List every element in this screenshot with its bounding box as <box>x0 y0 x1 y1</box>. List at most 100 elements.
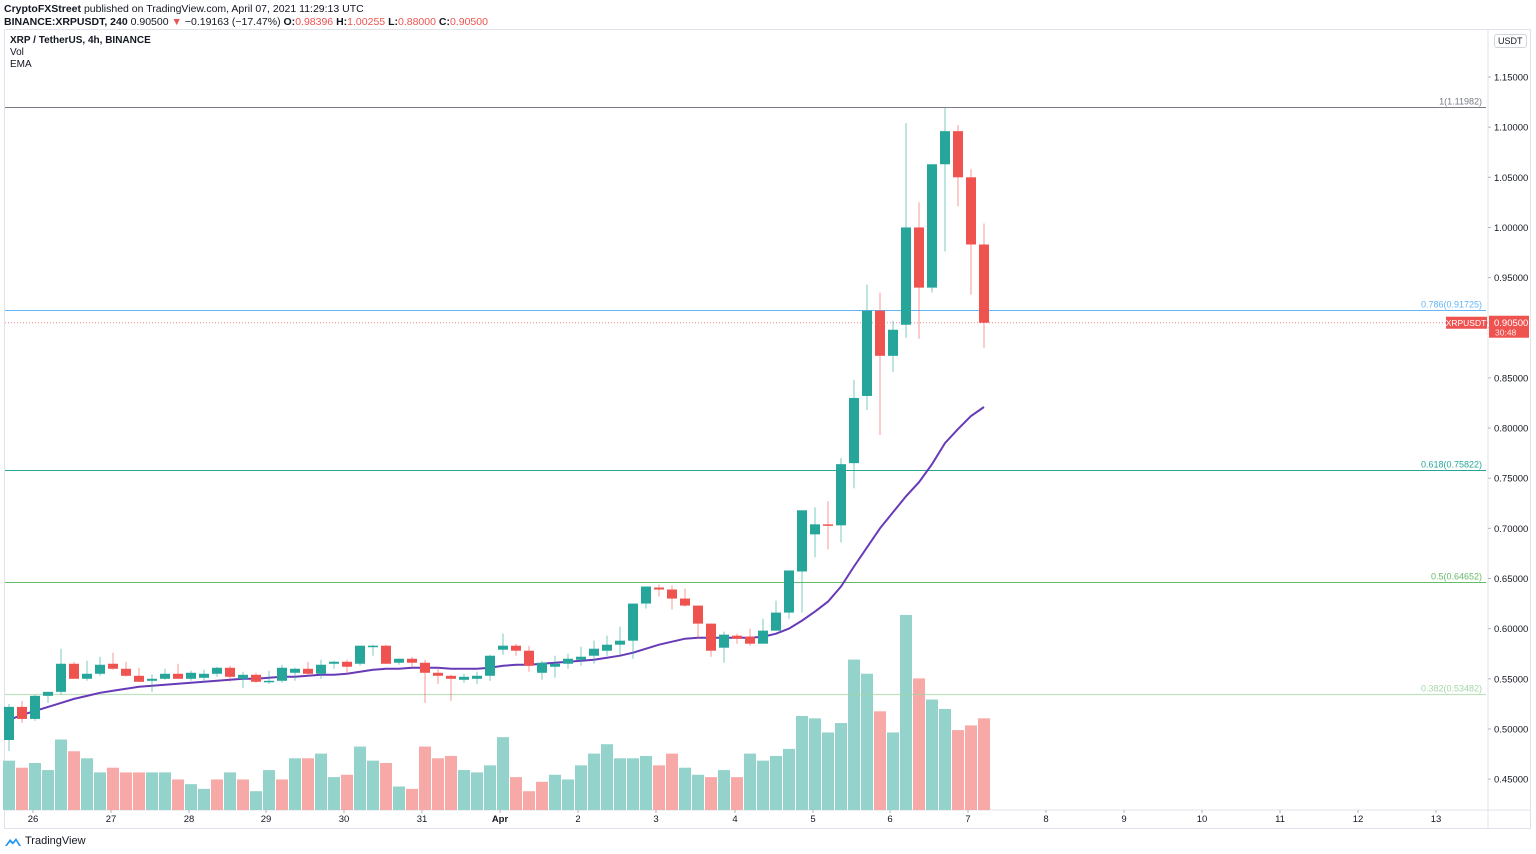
tradingview-logo[interactable]: TradingView <box>4 835 86 847</box>
legend-volume[interactable]: Vol <box>10 47 24 58</box>
candle[interactable] <box>498 633 508 655</box>
candle[interactable] <box>485 654 495 681</box>
candle[interactable] <box>953 125 963 207</box>
candle[interactable] <box>134 667 144 682</box>
candle[interactable] <box>108 652 118 670</box>
candle[interactable] <box>901 123 911 338</box>
candle[interactable] <box>30 694 40 721</box>
candle[interactable] <box>810 507 820 558</box>
candle[interactable] <box>914 202 924 339</box>
candle[interactable] <box>420 659 430 703</box>
volume-bar <box>458 770 470 810</box>
candle[interactable] <box>264 670 274 684</box>
candle[interactable] <box>160 668 170 680</box>
candle-body <box>186 672 196 679</box>
candle[interactable] <box>316 659 326 679</box>
candle-body <box>147 678 157 681</box>
candle[interactable] <box>43 691 53 703</box>
candle[interactable] <box>329 660 339 669</box>
candle[interactable] <box>667 585 677 610</box>
candle[interactable] <box>589 640 599 664</box>
candle[interactable] <box>823 501 833 550</box>
candle-body <box>966 177 976 245</box>
volume-bar <box>835 723 847 810</box>
candle[interactable] <box>56 648 66 695</box>
volume-bar <box>380 763 392 810</box>
candle-body <box>108 663 118 669</box>
candle[interactable] <box>706 623 716 657</box>
candle[interactable] <box>550 655 560 678</box>
candle[interactable] <box>147 674 157 692</box>
bar-countdown: 30:48 <box>1495 328 1517 338</box>
candle[interactable] <box>849 379 859 489</box>
candle[interactable] <box>433 667 443 684</box>
candle[interactable] <box>784 570 794 619</box>
last-price-badge[interactable] <box>1489 315 1529 338</box>
candle[interactable] <box>979 223 989 348</box>
candle[interactable] <box>368 644 378 656</box>
volume-bar <box>3 760 15 810</box>
candle-body <box>836 464 846 526</box>
candle-body <box>173 673 183 679</box>
candle[interactable] <box>966 169 976 295</box>
candle[interactable] <box>758 618 768 644</box>
candle[interactable] <box>303 661 313 676</box>
candle[interactable] <box>69 661 79 679</box>
candle[interactable] <box>797 510 807 613</box>
candle[interactable] <box>940 108 950 252</box>
candle[interactable] <box>381 644 391 664</box>
candle[interactable] <box>251 672 261 683</box>
candle[interactable] <box>394 658 404 665</box>
candle[interactable] <box>628 603 638 659</box>
candle[interactable] <box>277 664 287 683</box>
candle[interactable] <box>537 660 547 680</box>
candle[interactable] <box>745 628 755 646</box>
candle[interactable] <box>875 292 885 436</box>
volume-bar <box>562 779 574 810</box>
candle[interactable] <box>212 666 222 677</box>
candle[interactable] <box>446 674 456 701</box>
candle[interactable] <box>862 284 872 410</box>
candle[interactable] <box>199 669 209 683</box>
candle[interactable] <box>615 626 625 655</box>
candle[interactable] <box>290 667 300 681</box>
candle[interactable] <box>719 631 729 663</box>
candle[interactable] <box>602 635 612 656</box>
candle[interactable] <box>732 633 742 644</box>
volume-bar <box>94 772 106 810</box>
candle[interactable] <box>888 320 898 372</box>
candle[interactable] <box>407 656 417 668</box>
candle[interactable] <box>186 670 196 681</box>
candle[interactable] <box>238 671 248 688</box>
candle[interactable] <box>459 673 469 683</box>
candle[interactable] <box>225 665 235 682</box>
candle[interactable] <box>95 656 105 676</box>
last-price: 0.90500 <box>130 16 169 28</box>
candle-body <box>641 586 651 604</box>
legend-title[interactable]: XRP / TetherUS, 4h, BINANCE <box>10 35 151 46</box>
candle[interactable] <box>121 661 131 677</box>
candle[interactable] <box>355 645 365 666</box>
candle[interactable] <box>654 584 664 597</box>
candle[interactable] <box>173 663 183 679</box>
candle[interactable] <box>17 700 27 723</box>
candle[interactable] <box>771 600 781 631</box>
candle[interactable] <box>524 645 534 672</box>
candle[interactable] <box>472 671 482 684</box>
candle[interactable] <box>927 164 937 293</box>
candle[interactable] <box>563 653 573 669</box>
candle[interactable] <box>342 659 352 674</box>
candle[interactable] <box>82 660 92 681</box>
candle[interactable] <box>836 458 846 543</box>
candle[interactable] <box>641 586 651 609</box>
candle[interactable] <box>4 703 14 752</box>
currency-badge[interactable]: USDT <box>1494 34 1527 48</box>
candle[interactable] <box>511 643 521 656</box>
legend-ema[interactable]: EMA <box>10 59 32 70</box>
volume-bar <box>185 784 197 810</box>
candle[interactable] <box>693 605 703 639</box>
candle[interactable] <box>680 588 690 607</box>
fib-level-label: 0.382(0.53482) <box>1421 684 1482 694</box>
candle[interactable] <box>576 646 586 666</box>
